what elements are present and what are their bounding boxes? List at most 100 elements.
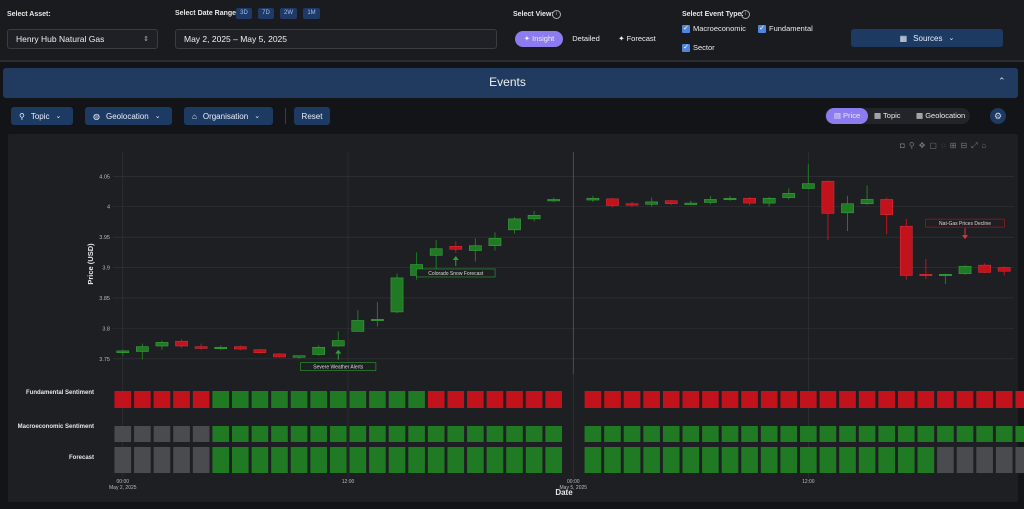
candle-body xyxy=(469,245,482,251)
sentiment-cell xyxy=(780,391,798,408)
sentiment-cell xyxy=(408,447,425,473)
candle-body xyxy=(723,197,737,200)
sentiment-cell xyxy=(897,447,915,473)
camera-icon[interactable]: ◘ xyxy=(900,141,905,150)
range-2w-button[interactable]: 2W xyxy=(280,8,297,19)
candle-body xyxy=(233,346,247,350)
zoom-icon[interactable]: ⚲ xyxy=(908,141,915,150)
sources-button[interactable]: ▦ Sources ⌄ xyxy=(851,29,1003,47)
sentiment-cell xyxy=(310,447,327,473)
sentiment-cell xyxy=(545,391,563,408)
zoom-in-icon[interactable]: ⊞ xyxy=(949,141,957,150)
sentiment-cell xyxy=(878,426,896,442)
geolocation-filter[interactable]: ◍ Geolocation ⌄ xyxy=(85,107,172,125)
y-tick-label: 3.75 xyxy=(99,357,110,363)
sentiment-cell xyxy=(114,426,132,442)
range-3d-button[interactable]: 3D xyxy=(236,8,252,19)
candle-body xyxy=(841,203,854,214)
sentiment-cell xyxy=(153,447,171,473)
sentiment-cell xyxy=(1015,426,1024,442)
sentiment-cell xyxy=(447,426,465,442)
toggle-price[interactable]: ▤ Price xyxy=(826,108,868,124)
view-label: Select View: xyxy=(513,11,554,18)
info-icon[interactable]: i xyxy=(552,10,561,19)
sentiment-cell xyxy=(956,391,974,408)
candle-body xyxy=(312,346,325,355)
info-icon[interactable]: i xyxy=(741,10,750,19)
pan-icon[interactable]: ✥ xyxy=(918,141,926,150)
reset-button[interactable]: Reset xyxy=(294,107,330,125)
sentiment-cell xyxy=(525,391,543,408)
sentiment-cell xyxy=(682,447,700,473)
checkbox-fundamental[interactable]: ✓ Fundamental xyxy=(758,24,813,33)
autoscale-icon[interactable]: ⤢ xyxy=(971,141,978,150)
sentiment-cell xyxy=(819,447,837,473)
candle-body xyxy=(292,355,306,358)
candle-body xyxy=(371,319,384,322)
view-detailed-button[interactable]: Detailed xyxy=(572,34,600,43)
sentiment-cell xyxy=(447,391,465,408)
view-insight-button[interactable]: ✦ Insight xyxy=(515,31,563,47)
events-header[interactable] xyxy=(3,68,1018,98)
sentiment-cell xyxy=(329,391,347,408)
sentiment-cell xyxy=(682,391,700,408)
sentiment-cell xyxy=(427,447,445,473)
sentiment-cell xyxy=(271,426,288,442)
sentiment-cell xyxy=(1015,391,1024,408)
candle-body xyxy=(253,349,267,353)
checkbox-sector[interactable]: ✓ Sector xyxy=(682,43,715,52)
chevron-up-icon[interactable]: ⌃ xyxy=(998,76,1006,86)
sentiment-cell xyxy=(447,447,465,473)
sentiment-cell xyxy=(329,447,347,473)
globe-icon: ◍ xyxy=(93,111,100,121)
select-arrows-icon: ⇕ xyxy=(143,36,149,43)
candle-body xyxy=(586,197,600,201)
sentiment-cell xyxy=(995,447,1013,473)
date-range-label: Select Date Range: xyxy=(175,10,239,17)
box-select-icon[interactable]: ▢ xyxy=(929,141,937,150)
sentiment-cell xyxy=(349,391,367,408)
candle-body xyxy=(273,353,286,358)
toggle-topic[interactable]: ▦ Topic xyxy=(874,111,901,120)
topic-filter[interactable]: ⚲ Topic ⌄ xyxy=(11,107,73,125)
sentiment-cell xyxy=(271,391,288,408)
annotation-box xyxy=(300,362,377,371)
sparkle-icon: ✦ xyxy=(618,34,625,43)
sentiment-cell xyxy=(858,426,876,442)
candle-body xyxy=(527,215,541,220)
sentiment-cell xyxy=(153,391,171,408)
sentiment-cell xyxy=(604,447,621,473)
date-range-input[interactable]: May 2, 2025 – May 5, 2025 xyxy=(175,29,497,49)
annotation-label: Severe Weather Alerts xyxy=(313,364,363,370)
y-tick-label: 3.85 xyxy=(99,296,110,302)
candle-body xyxy=(331,340,345,347)
sentiment-cell xyxy=(486,391,504,408)
settings-icon[interactable]: ⚙ xyxy=(990,108,1006,124)
table-icon: ▦ xyxy=(916,111,924,120)
sentiment-cell xyxy=(604,391,621,408)
toggle-geolocation[interactable]: ▦ Geolocation xyxy=(916,111,966,120)
asset-select[interactable]: Henry Hub Natural Gas ⇕ xyxy=(7,29,158,49)
view-forecast-button[interactable]: ✦ Forecast xyxy=(618,34,656,43)
annotation-box xyxy=(925,218,1005,228)
sentiment-cell xyxy=(349,447,367,473)
range-1m-button[interactable]: 1M xyxy=(303,8,320,19)
x-tick-label: 12:00 xyxy=(342,479,355,485)
zoom-out-icon[interactable]: ⊟ xyxy=(960,141,968,150)
sentiment-cell xyxy=(800,447,817,473)
home-icon[interactable]: ⌂ xyxy=(981,141,987,150)
candle-body xyxy=(390,277,404,313)
sentiment-cell xyxy=(192,447,210,473)
sentiment-cell xyxy=(290,426,308,442)
candles xyxy=(116,164,1011,360)
sentiment-cell xyxy=(760,426,778,442)
candle-body xyxy=(821,180,835,214)
range-7d-button[interactable]: 7D xyxy=(258,8,274,19)
sentiment-cell xyxy=(231,391,249,408)
lasso-icon[interactable]: ◌ xyxy=(940,141,946,150)
checkbox-macroeconomic[interactable]: ✓ Macroeconomic xyxy=(682,24,746,33)
sentiment-cell xyxy=(134,447,151,473)
candle-body xyxy=(645,201,658,205)
candle-body xyxy=(802,183,815,189)
organisation-filter[interactable]: ⌂ Organisation ⌄ xyxy=(184,107,273,125)
